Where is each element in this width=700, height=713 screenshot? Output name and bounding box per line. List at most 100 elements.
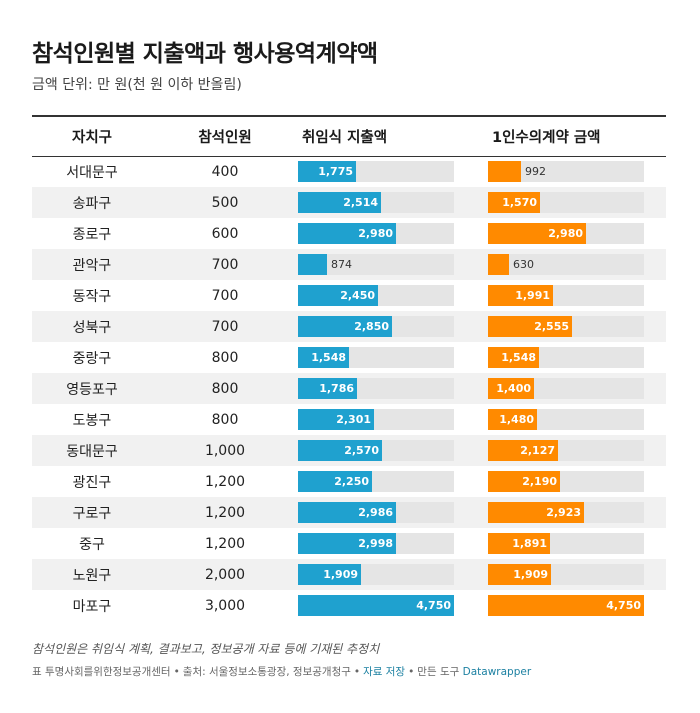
expense-bar xyxy=(298,378,357,399)
attendees-cell: 700 xyxy=(211,256,239,273)
table-row: 영등포구 800 1,786 1,400 xyxy=(32,373,666,404)
expense-bar xyxy=(298,192,381,213)
expense-cell: 1,548 xyxy=(298,342,488,373)
district-cell: 서대문구 xyxy=(66,164,118,181)
contract-track: 4,750 xyxy=(488,595,644,616)
table-row: 광진구 1,200 2,250 2,190 xyxy=(32,466,666,497)
expense-bar xyxy=(298,347,349,368)
contract-track: 1,991 xyxy=(488,285,644,306)
contract-value-label: 2,980 xyxy=(548,227,583,240)
attendees-cell: 800 xyxy=(211,411,239,428)
attendees-cell: 500 xyxy=(211,194,239,211)
contract-track: 2,190 xyxy=(488,471,644,492)
expense-track: 874 xyxy=(298,254,454,275)
expense-value-label: 874 xyxy=(331,258,352,271)
contract-track: 1,480 xyxy=(488,409,644,430)
table-row: 마포구 3,000 4,750 4,750 xyxy=(32,590,666,621)
table-row: 동작구 700 2,450 1,991 xyxy=(32,280,666,311)
expense-track: 2,450 xyxy=(298,285,454,306)
expense-track: 2,250 xyxy=(298,471,454,492)
expense-bar xyxy=(298,285,378,306)
expense-value-label: 1,775 xyxy=(318,165,353,179)
contract-track: 2,127 xyxy=(488,440,644,461)
contract-value-label: 1,570 xyxy=(502,196,537,209)
expense-cell: 2,514 xyxy=(298,187,488,218)
expense-value-label: 2,570 xyxy=(344,444,379,457)
contract-track: 1,891 xyxy=(488,533,644,554)
contract-bar xyxy=(488,595,644,616)
expense-value-label: 2,986 xyxy=(358,506,393,519)
contract-cell: 2,555 xyxy=(488,311,666,342)
attendees-cell: 800 xyxy=(211,349,239,366)
expense-value-label: 2,850 xyxy=(354,320,389,333)
district-cell: 노원구 xyxy=(72,567,112,584)
attendees-cell: 400 xyxy=(211,163,239,180)
contract-track: 1,400 xyxy=(488,378,644,399)
table-row: 구로구 1,200 2,986 2,923 xyxy=(32,497,666,528)
expense-value-label: 1,548 xyxy=(311,351,346,364)
column-header-contract[interactable]: 1인수의계약 금액 xyxy=(488,115,666,157)
district-cell: 송파구 xyxy=(72,195,112,212)
contract-bar xyxy=(488,378,534,399)
download-data-link[interactable]: 자료 저장 xyxy=(363,666,406,678)
expense-bar xyxy=(298,471,372,492)
expense-value-label: 1,786 xyxy=(319,382,354,395)
attendees-cell: 1,200 xyxy=(204,535,246,552)
contract-cell: 1,891 xyxy=(488,528,666,559)
table-header-row: 자치구 참석인원 취임식 지출액 1인수의계약 금액 xyxy=(32,115,666,157)
district-cell: 영등포구 xyxy=(66,381,118,398)
expense-cell: 4,750 xyxy=(298,590,488,621)
expense-track: 2,998 xyxy=(298,533,454,554)
expense-value-label: 1,909 xyxy=(323,568,358,581)
district-cell: 성북구 xyxy=(72,319,112,336)
column-header-district[interactable]: 자치구 xyxy=(32,115,152,157)
contract-value-label: 1,891 xyxy=(512,537,547,550)
expense-bar xyxy=(298,254,327,275)
contract-cell: 1,909 xyxy=(488,559,666,590)
contract-track: 1,570 xyxy=(488,192,644,213)
expense-value-label: 4,750 xyxy=(416,599,451,612)
attendees-cell: 2,000 xyxy=(204,566,246,583)
column-header-expense[interactable]: 취임식 지출액 xyxy=(298,115,488,157)
separator-dot: • xyxy=(173,666,180,678)
district-cell: 중구 xyxy=(79,536,105,553)
credit-source: 출처: 서울정보소통광장, 정보공개청구 xyxy=(182,666,351,678)
contract-cell: 1,991 xyxy=(488,280,666,311)
district-cell: 동대문구 xyxy=(66,443,118,460)
datawrapper-link[interactable]: Datawrapper xyxy=(462,666,532,678)
contract-bar xyxy=(488,440,558,461)
attendees-cell: 1,200 xyxy=(204,473,246,490)
table-row: 관악구 700 874 630 xyxy=(32,249,666,280)
contract-value-label: 1,400 xyxy=(496,382,531,395)
expense-track: 2,514 xyxy=(298,192,454,213)
expense-value-label: 2,514 xyxy=(343,196,378,209)
expense-bar xyxy=(298,595,454,616)
expense-bar xyxy=(298,161,356,183)
contract-track: 2,923 xyxy=(488,502,644,523)
expense-cell: 2,250 xyxy=(298,466,488,497)
attendees-cell: 700 xyxy=(211,318,239,335)
contract-bar xyxy=(488,533,550,554)
credit-author: 표 투명사회를위한정보공개센터 xyxy=(32,666,171,678)
contract-bar xyxy=(488,223,586,244)
expense-cell: 2,986 xyxy=(298,497,488,528)
expense-bar xyxy=(298,223,396,244)
credit-made-with: 만든 도구 xyxy=(417,666,460,678)
contract-track: 2,980 xyxy=(488,223,644,244)
attendees-cell: 700 xyxy=(211,287,239,304)
contract-cell: 992 xyxy=(488,156,666,187)
expense-cell: 2,570 xyxy=(298,435,488,466)
expense-cell: 2,301 xyxy=(298,404,488,435)
contract-cell: 2,127 xyxy=(488,435,666,466)
separator-dot: • xyxy=(408,666,415,678)
contract-cell: 1,570 xyxy=(488,187,666,218)
column-header-attendees[interactable]: 참석인원 xyxy=(152,115,298,157)
attendees-cell: 600 xyxy=(211,225,239,242)
table-row: 서대문구 400 1,775 992 xyxy=(32,156,666,187)
contract-value-label: 1,480 xyxy=(499,413,534,426)
chart-title: 참석인원별 지출액과 행사용역계약액 xyxy=(32,41,378,67)
contract-value-label: 1,991 xyxy=(515,289,550,302)
expense-track: 2,980 xyxy=(298,223,454,244)
contract-cell: 1,400 xyxy=(488,373,666,404)
